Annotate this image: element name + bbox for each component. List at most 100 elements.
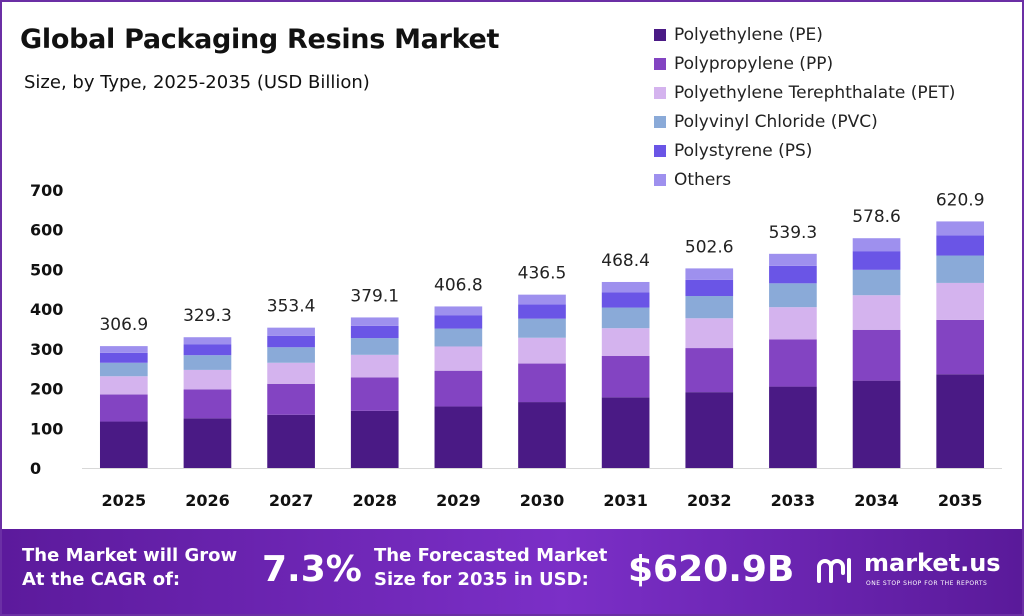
legend-label: Polypropylene (PP) (674, 53, 834, 74)
legend-item-pvc: Polyvinyl Chloride (PVC) (654, 107, 955, 136)
bar-segment (183, 344, 232, 356)
legend-label: Polyethylene (PE) (674, 24, 823, 45)
bar-segment (852, 295, 901, 330)
bar-total-label: 468.4 (601, 251, 650, 271)
bar-total-label: 620.9 (936, 190, 985, 210)
legend-swatch (654, 86, 666, 99)
bar-segment (267, 414, 315, 468)
bar-total-label: 578.6 (852, 207, 901, 227)
bar-segment (267, 327, 315, 336)
bar-segment (518, 402, 566, 468)
bar-segment (518, 304, 566, 319)
bar-segment (350, 410, 399, 468)
bar-segment (852, 251, 901, 270)
bar-segment (434, 315, 483, 329)
brand-name: market.us (864, 549, 1001, 577)
y-tick-label: 700 (30, 181, 63, 200)
bar-segment (434, 306, 483, 316)
legend-item-others: Others (654, 165, 955, 194)
chart-title: Global Packaging Resins Market (20, 24, 500, 55)
legend-swatch (654, 144, 666, 157)
x-tick-label: 2034 (854, 491, 899, 510)
legend-item-pe: Polyethylene (PE) (654, 20, 955, 49)
bar-segment (99, 421, 148, 468)
x-tick-label: 2028 (352, 491, 397, 510)
legend-item-pp: Polypropylene (PP) (654, 49, 955, 78)
bar-segment (183, 369, 232, 390)
bar-segment (936, 255, 985, 283)
chart-subtitle: Size, by Type, 2025-2035 (USD Billion) (24, 72, 370, 93)
bar-segment (434, 370, 483, 407)
bar-total-label: 379.1 (350, 286, 399, 306)
y-tick-label: 100 (30, 419, 63, 438)
bar-segment (936, 374, 985, 468)
bar-segment (936, 319, 985, 375)
bar-segment (936, 282, 985, 320)
bar-segment (518, 318, 566, 338)
y-tick-label: 300 (30, 340, 63, 359)
bar-segment (601, 292, 650, 308)
cagr-label-line1: The Market will Grow (22, 545, 238, 566)
bar-segment (685, 348, 734, 393)
bar-segment (350, 317, 399, 326)
x-tick-label: 2027 (269, 491, 314, 510)
brand-logo[interactable]: market.us ONE STOP SHOP FOR THE REPORTS (816, 549, 1016, 597)
bar-segment (183, 355, 232, 370)
bar-segment (267, 335, 315, 348)
bar-segment (350, 325, 399, 339)
forecast-label-line1: The Forecasted Market (374, 545, 608, 566)
bar-segment (769, 265, 817, 284)
bar-segment (601, 281, 650, 293)
y-tick-label: 500 (30, 260, 63, 279)
x-tick-label: 2031 (603, 491, 648, 510)
bar-segment (99, 346, 148, 353)
bar-total-label: 329.3 (183, 306, 232, 326)
x-tick-label: 2033 (771, 491, 816, 510)
y-tick-label: 400 (30, 300, 63, 319)
y-tick-label: 600 (30, 221, 63, 240)
bar-segment (267, 362, 315, 384)
bar-segment (434, 328, 483, 347)
bar-segment (601, 307, 650, 329)
legend-item-pet: Polyethylene Terephthalate (PET) (654, 78, 955, 107)
x-tick-label: 2026 (185, 491, 230, 510)
legend-swatch (654, 115, 666, 128)
bar-segment (601, 397, 650, 468)
bar-segment (769, 386, 817, 468)
y-tick-label: 0 (30, 459, 41, 478)
bar-segment (434, 346, 483, 371)
chart-legend: Polyethylene (PE) Polypropylene (PP) Pol… (654, 20, 955, 194)
x-tick-label: 2025 (102, 491, 147, 510)
legend-label: Polyethylene Terephthalate (PET) (674, 82, 956, 103)
bar-segment (769, 339, 817, 387)
bar-segment (183, 418, 232, 468)
bar-total-label: 306.9 (99, 315, 148, 335)
bar-segment (183, 337, 232, 345)
x-tick-label: 2032 (687, 491, 732, 510)
bar-segment (685, 279, 734, 297)
bar-segment (518, 337, 566, 364)
y-tick-label: 200 (30, 380, 63, 399)
bar-segment (434, 406, 483, 468)
x-tick-label: 2029 (436, 491, 481, 510)
bar-segment (685, 296, 734, 319)
bar-segment (99, 376, 148, 395)
bar-segment (350, 338, 399, 355)
legend-swatch (654, 28, 666, 41)
market-us-logo-icon (817, 558, 851, 583)
bar-segment (601, 356, 650, 398)
stacked-bar-chart: 0 100 200 300 400 500 600 700 306.9 2025 329.3 2026… (30, 181, 1002, 510)
bar-segment (769, 253, 817, 266)
cagr-label-line2: At the CAGR of: (22, 569, 181, 590)
legend-swatch (654, 57, 666, 70)
bar-segment (769, 307, 817, 340)
bar-segment (769, 283, 817, 308)
x-tick-label: 2030 (520, 491, 565, 510)
summary-banner: The Market will Grow At the CAGR of: 7.3… (2, 529, 1022, 614)
bar-segment (852, 269, 901, 296)
bar-segment (99, 352, 148, 363)
bar-segment (852, 238, 901, 252)
bar-segment (183, 389, 232, 419)
bar-segment (99, 394, 148, 422)
